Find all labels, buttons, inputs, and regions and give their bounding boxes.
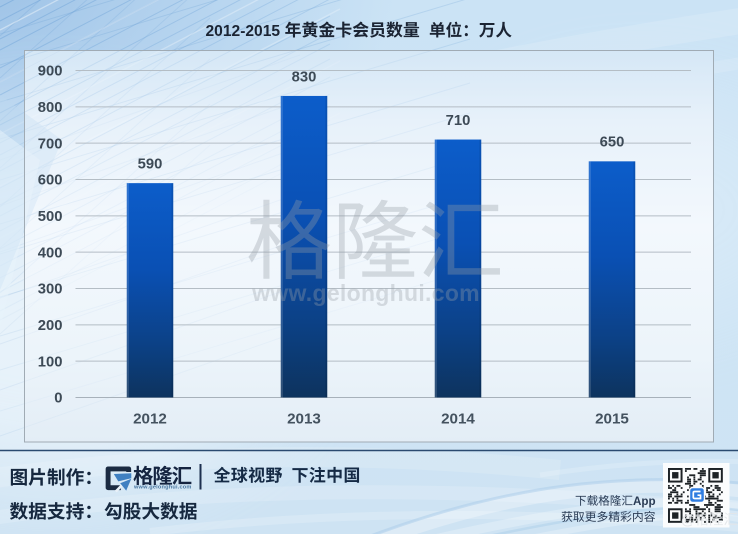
svg-text:800: 800 (38, 100, 63, 116)
svg-text:400: 400 (38, 245, 63, 261)
svg-text:www.gelonghui.com: www.gelonghui.com (133, 485, 192, 491)
svg-text:2012-2015: 2012-2015 (206, 23, 281, 40)
svg-text:590: 590 (138, 157, 163, 173)
svg-text:600: 600 (38, 173, 63, 189)
svg-text:2012: 2012 (133, 411, 167, 428)
svg-text:2015: 2015 (595, 411, 629, 428)
svg-text:900: 900 (38, 64, 63, 80)
svg-text:710: 710 (446, 113, 471, 129)
svg-text:200: 200 (38, 318, 63, 334)
svg-text:App: App (633, 495, 656, 508)
svg-text:500: 500 (38, 209, 63, 225)
svg-text:www.gelonghui.com: www.gelonghui.com (251, 280, 480, 306)
svg-text:100: 100 (38, 354, 63, 370)
svg-text:700: 700 (38, 136, 63, 152)
svg-text:@: @ (681, 512, 695, 528)
svg-text:650: 650 (600, 135, 625, 151)
svg-text:2014: 2014 (441, 411, 475, 428)
svg-text:0: 0 (54, 391, 62, 407)
svg-text:830: 830 (292, 69, 317, 85)
svg-text:2013: 2013 (287, 411, 321, 428)
svg-text:300: 300 (38, 282, 63, 298)
